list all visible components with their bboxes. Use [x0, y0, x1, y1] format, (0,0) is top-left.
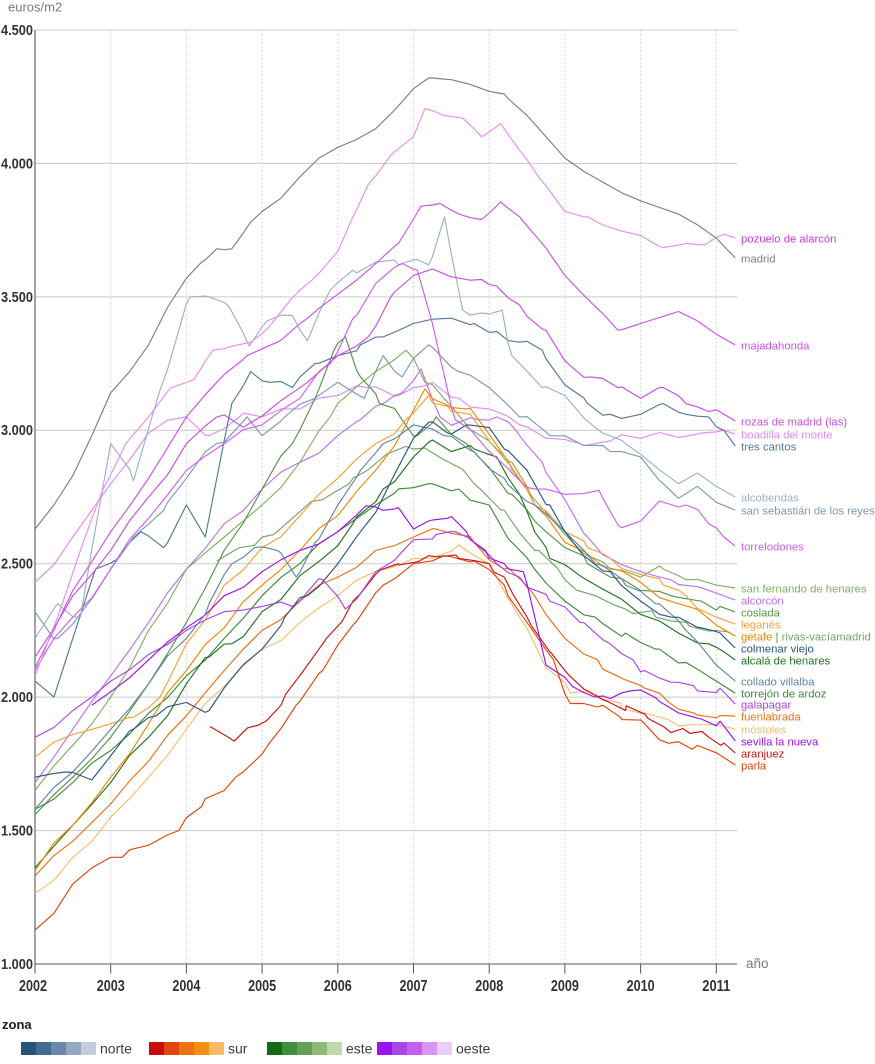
svg-text:majadahonda: majadahonda	[741, 341, 810, 353]
svg-text:2004: 2004	[172, 978, 200, 995]
svg-text:1.000: 1.000	[1, 956, 33, 973]
svg-text:pozuelo de alarcón: pozuelo de alarcón	[741, 234, 836, 246]
svg-text:2002: 2002	[19, 978, 47, 995]
svg-text:2005: 2005	[248, 978, 276, 995]
svg-text:aranjuez: aranjuez	[741, 749, 785, 761]
svg-text:boadilla del monte: boadilla del monte	[741, 430, 833, 442]
svg-text:1.500: 1.500	[1, 823, 33, 840]
svg-text:sur: sur	[228, 1041, 248, 1057]
svg-text:madrid: madrid	[741, 254, 776, 266]
svg-text:2010: 2010	[627, 978, 655, 995]
svg-text:leganés: leganés	[741, 620, 781, 632]
svg-text:galapagar: galapagar	[741, 700, 791, 712]
svg-text:2006: 2006	[324, 978, 352, 995]
svg-text:sevilla la nueva: sevilla la nueva	[741, 737, 819, 749]
svg-text:2011: 2011	[702, 978, 730, 995]
svg-text:3.500: 3.500	[1, 289, 33, 306]
svg-text:2008: 2008	[475, 978, 503, 995]
svg-text:móstoles: móstoles	[741, 725, 787, 737]
svg-text:san sebastián de los reyes: san sebastián de los reyes	[741, 506, 875, 518]
svg-text:euros/m2: euros/m2	[8, 0, 62, 15]
svg-text:2.000: 2.000	[1, 689, 33, 706]
svg-text:este: este	[346, 1041, 373, 1057]
svg-text:collado villalba: collado villalba	[741, 677, 815, 689]
svg-text:alcobendas: alcobendas	[741, 493, 799, 505]
svg-text:getafe | rivas-vacíamadrid: getafe | rivas-vacíamadrid	[741, 632, 871, 644]
svg-text:torrejón de ardoz: torrejón de ardoz	[741, 689, 827, 701]
svg-text:alcorcón: alcorcón	[741, 596, 784, 608]
svg-text:oeste: oeste	[456, 1041, 490, 1057]
svg-text:3.000: 3.000	[1, 422, 33, 439]
svg-text:fuenlabrada: fuenlabrada	[741, 712, 801, 724]
svg-text:coslada: coslada	[741, 608, 781, 620]
svg-text:zona: zona	[2, 1017, 32, 1032]
svg-text:año: año	[746, 956, 769, 971]
svg-text:2.500: 2.500	[1, 556, 33, 573]
svg-text:rozas de madrid (las): rozas de madrid (las)	[741, 417, 847, 429]
svg-text:2009: 2009	[551, 978, 579, 995]
svg-text:norte: norte	[100, 1041, 132, 1057]
svg-text:torrelodones: torrelodones	[741, 542, 804, 554]
svg-text:alcalá de henares: alcalá de henares	[741, 656, 831, 668]
svg-text:2003: 2003	[97, 978, 125, 995]
svg-text:4.500: 4.500	[1, 22, 33, 39]
svg-text:4.000: 4.000	[1, 155, 33, 172]
svg-text:parla: parla	[741, 761, 767, 773]
svg-text:2007: 2007	[400, 978, 428, 995]
svg-text:colmenar viejo: colmenar viejo	[741, 644, 814, 656]
svg-text:tres cantos: tres cantos	[741, 442, 797, 454]
svg-text:san fernando de henares: san fernando de henares	[741, 584, 867, 596]
